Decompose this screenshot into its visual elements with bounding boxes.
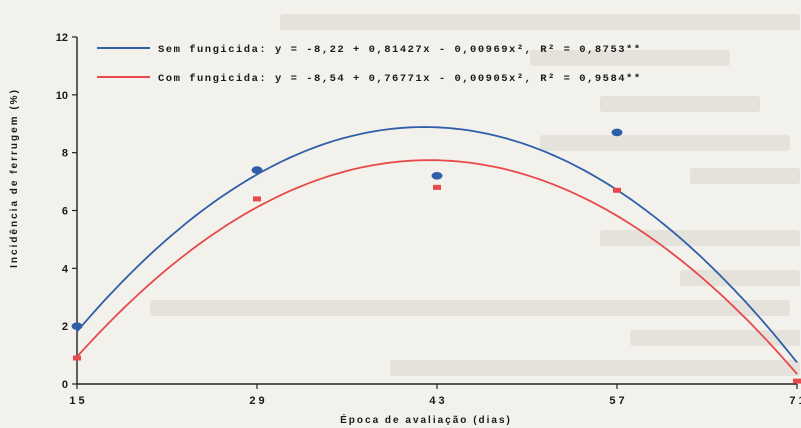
bleed-line	[530, 50, 730, 66]
point-sem-fungicida	[611, 128, 623, 137]
legend-label-com-fungicida: Com fungicida: y = -8,54 + 0,76771x - 0,…	[158, 73, 642, 85]
bleed-line	[150, 300, 790, 316]
y-tick-label: 2	[62, 321, 68, 333]
y-axis-label: Incidência de ferrugem (%)	[9, 88, 20, 268]
bleed-line	[600, 96, 760, 112]
point-com-fungicida	[613, 187, 621, 193]
y-tick-label: 12	[56, 32, 68, 44]
x-tick-label: 4 3	[429, 395, 444, 407]
point-sem-fungicida	[251, 166, 263, 174]
bleed-line	[390, 360, 800, 376]
x-tick-label: 1 5	[69, 395, 84, 407]
bleed-line	[540, 135, 790, 151]
bleed-line	[600, 230, 800, 246]
x-tick-label: 2 9	[249, 395, 264, 407]
point-com-fungicida	[433, 184, 441, 190]
legend: Sem fungicida: y = -8,22 + 0,81427x - 0,…	[97, 44, 642, 85]
y-tick-label: 6	[62, 206, 68, 218]
y-tick-label: 10	[56, 90, 68, 102]
point-com-fungicida	[793, 378, 801, 384]
bleed-line	[630, 330, 800, 346]
point-sem-fungicida	[431, 172, 443, 180]
y-tick-label: 8	[62, 148, 68, 160]
curve-sem-fungicida	[76, 126, 798, 363]
x-tick-label: 7 1	[789, 395, 801, 407]
x-tick-label: 5 7	[609, 395, 624, 407]
bleed-line	[280, 14, 800, 30]
fitted-curves	[76, 126, 798, 375]
point-com-fungicida	[253, 196, 261, 202]
point-com-fungicida	[73, 355, 81, 361]
data-points	[71, 128, 801, 384]
y-tick-label: 4	[62, 263, 69, 275]
point-sem-fungicida	[71, 322, 83, 330]
curve-com-fungicida	[76, 159, 798, 375]
y-tick-label: 0	[62, 379, 68, 391]
bleed-line	[690, 168, 800, 184]
x-axis-label: Época de avaliação (dias)	[340, 413, 512, 426]
axes: 0 2 4 6 8 10 12 1 5 2 9 4 3 5 7 7 1	[56, 32, 801, 407]
bleed-line	[680, 270, 800, 286]
legend-label-sem-fungicida: Sem fungicida: y = -8,22 + 0,81427x - 0,…	[158, 44, 642, 56]
